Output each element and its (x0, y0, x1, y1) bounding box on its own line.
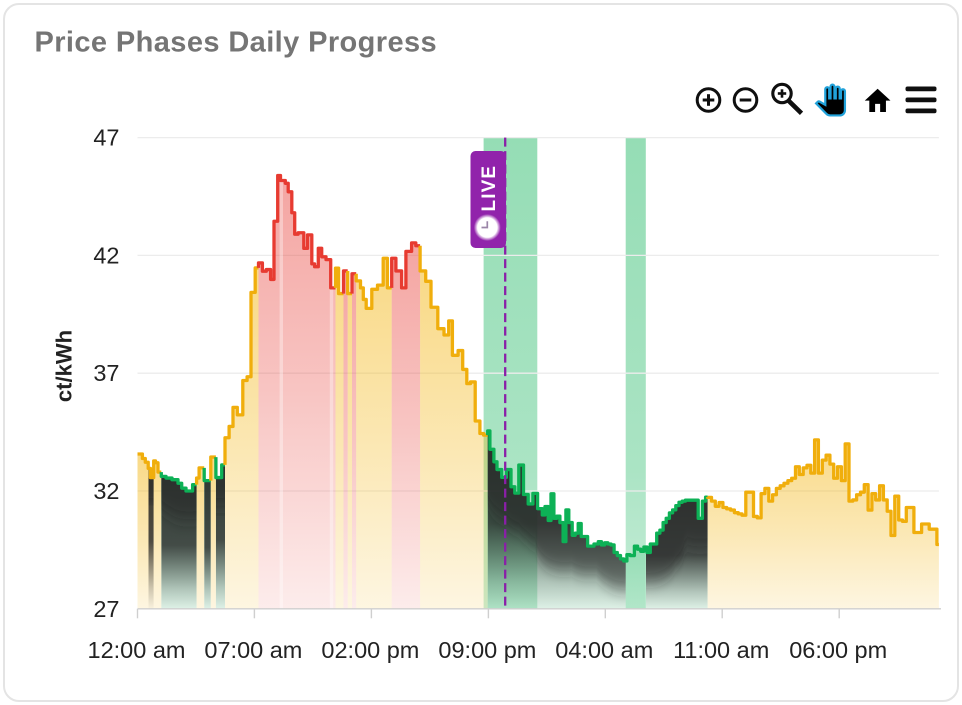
svg-text:42: 42 (93, 242, 119, 268)
svg-text:04:00 am: 04:00 am (555, 637, 653, 663)
svg-text:ct/kWh: ct/kWh (52, 330, 77, 402)
svg-text:Price Phases Daily Progress: Price Phases Daily Progress (35, 27, 438, 59)
svg-text:37: 37 (93, 360, 119, 386)
svg-text:06:00 pm: 06:00 pm (789, 637, 887, 663)
svg-text:47: 47 (93, 125, 119, 151)
svg-text:32: 32 (93, 478, 119, 504)
svg-text:09:00 pm: 09:00 pm (438, 637, 536, 663)
svg-text:27: 27 (93, 596, 119, 622)
svg-text:11:00 am: 11:00 am (673, 637, 769, 663)
svg-text:07:00 am: 07:00 am (204, 637, 302, 663)
svg-text:12:00 am: 12:00 am (88, 637, 186, 663)
svg-text:02:00 pm: 02:00 pm (321, 637, 419, 663)
svg-text:LIVE: LIVE (479, 165, 500, 212)
